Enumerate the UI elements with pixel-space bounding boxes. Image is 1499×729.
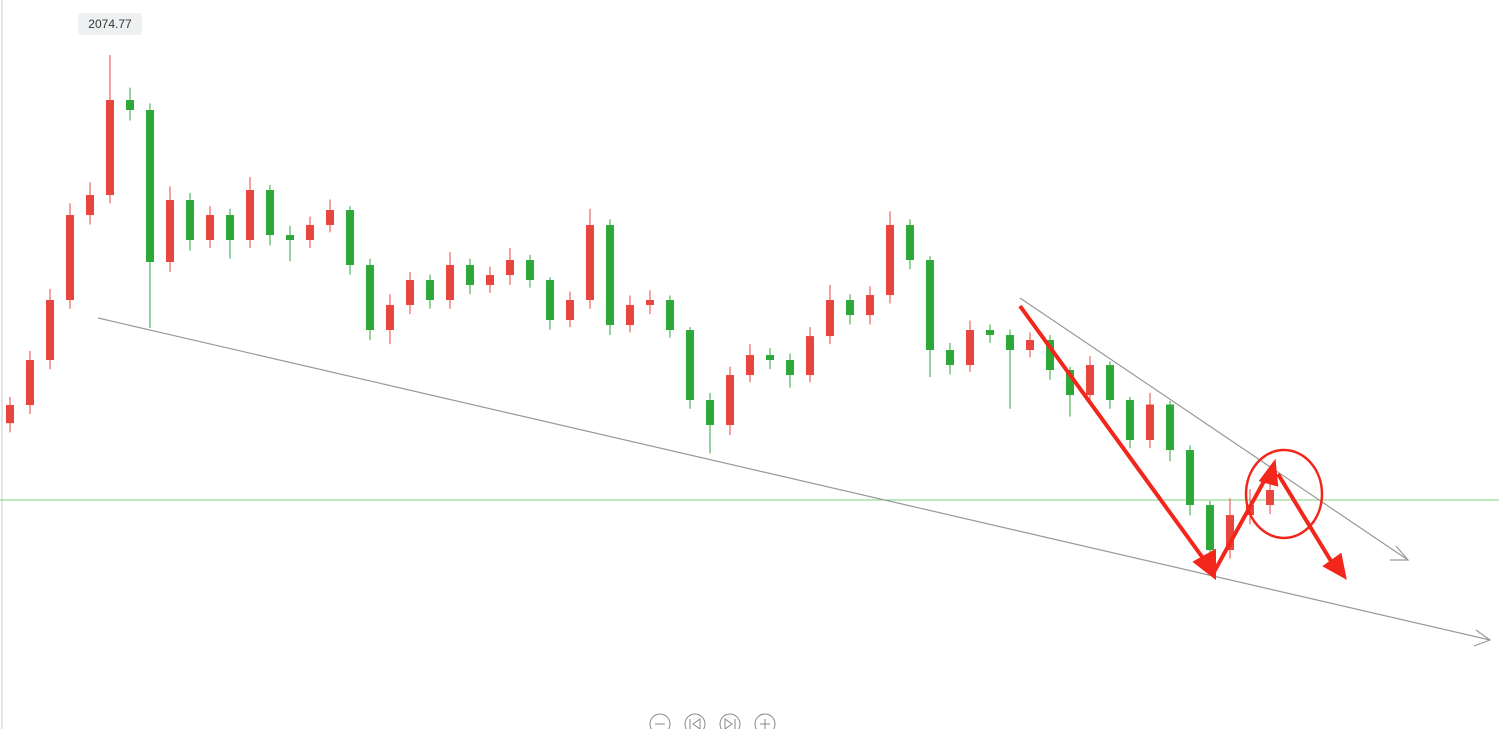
candle-body	[406, 280, 414, 306]
candle-body	[486, 275, 494, 286]
candle-body	[966, 330, 974, 366]
resistance-line	[1019, 297, 1409, 561]
arrow-down	[1018, 304, 1210, 567]
icon	[760, 719, 770, 729]
high-tooltip: 2074.77	[78, 13, 142, 36]
candle-body	[286, 235, 294, 241]
candle-body	[706, 400, 714, 426]
candle-body	[906, 225, 914, 261]
candle-body	[106, 100, 114, 196]
candle-body	[1226, 515, 1234, 551]
candle-body	[586, 225, 594, 301]
candle-body	[266, 190, 274, 236]
candle-body	[526, 260, 534, 281]
candle-body	[726, 375, 734, 426]
candle-body	[226, 215, 234, 241]
candle-body	[146, 110, 154, 262]
candle-body	[746, 355, 754, 376]
candle-body	[666, 300, 674, 331]
candle-body	[786, 360, 794, 376]
arrowhead	[1322, 552, 1347, 580]
candle-body	[1206, 505, 1214, 551]
candle-body	[646, 300, 654, 306]
candle-body	[446, 265, 454, 301]
tooltip-text: 2074.77	[88, 17, 132, 31]
candle-body	[946, 350, 954, 366]
support-line	[97, 317, 1491, 641]
candle-body	[1066, 370, 1074, 396]
candle-body	[826, 300, 834, 337]
candle-body	[1006, 335, 1014, 351]
candle-body	[466, 265, 474, 286]
candle-body	[1166, 404, 1174, 451]
candle-body	[326, 210, 334, 226]
red-arrows	[1018, 304, 1347, 581]
candle-body	[166, 200, 174, 262]
candle-body	[986, 330, 994, 336]
candle-body	[506, 260, 514, 276]
arrow-down	[1276, 472, 1336, 568]
candle-body	[6, 405, 14, 424]
candle-body	[1086, 365, 1094, 396]
candle-body	[246, 190, 254, 241]
arrow-up	[1212, 473, 1270, 573]
zoom-controls	[649, 713, 776, 729]
candle-body	[1026, 340, 1034, 351]
candles	[6, 55, 1274, 562]
candle-body	[866, 295, 874, 316]
candle-body	[66, 215, 74, 301]
candle-body	[1106, 365, 1114, 401]
candle-body	[206, 215, 214, 241]
trend-lines	[97, 297, 1492, 647]
candle-body	[606, 225, 614, 326]
candle-body	[86, 195, 94, 216]
prev-button[interactable]	[684, 713, 706, 729]
candle-body	[1186, 450, 1194, 506]
candle-body	[886, 225, 894, 296]
candle-body	[346, 210, 354, 266]
resistance-arrowhead	[1390, 545, 1410, 561]
candle-body	[306, 225, 314, 241]
candle-body	[186, 200, 194, 241]
zoom-out-button[interactable]	[649, 713, 671, 729]
candle-body	[46, 300, 54, 361]
candle-body	[626, 305, 634, 326]
candle-body	[1046, 340, 1054, 371]
arrowhead	[1258, 458, 1279, 487]
icon	[724, 718, 736, 729]
candle-body	[386, 305, 394, 331]
candle-body	[126, 100, 134, 111]
candle-body	[806, 336, 814, 376]
icon	[689, 718, 701, 729]
highlight-circle	[1244, 448, 1324, 540]
next-button[interactable]	[719, 713, 741, 729]
candle-body	[566, 300, 574, 321]
candle-body	[26, 360, 34, 406]
candle-body	[686, 330, 694, 401]
candle-body	[1126, 400, 1134, 441]
candle-body	[546, 280, 554, 321]
candle-body	[366, 265, 374, 331]
candle-body	[426, 280, 434, 301]
candle-body	[846, 300, 854, 316]
candle-body	[766, 355, 774, 361]
candle-body	[1146, 404, 1154, 441]
candle-body	[1266, 490, 1274, 506]
arrowhead	[1192, 548, 1216, 581]
support-arrowhead	[1473, 629, 1492, 647]
tooltip-box	[78, 13, 142, 36]
candle-body	[926, 260, 934, 351]
